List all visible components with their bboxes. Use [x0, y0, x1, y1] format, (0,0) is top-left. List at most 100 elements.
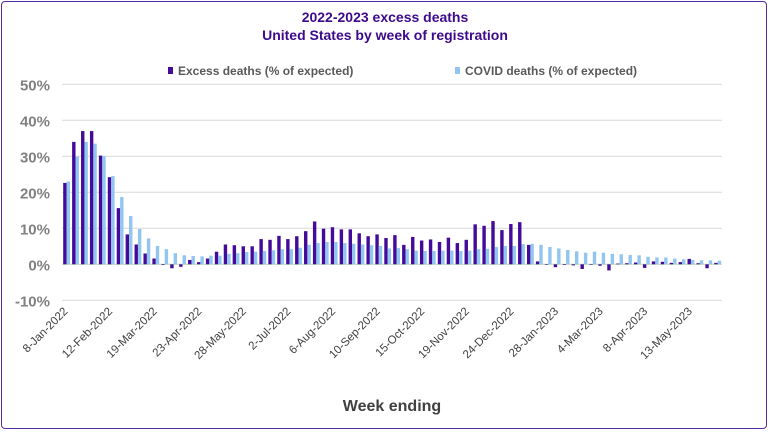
covid-bar [378, 245, 383, 265]
covid-bar [494, 247, 499, 265]
covid-bar [191, 256, 195, 265]
covid-bar [387, 248, 392, 265]
gridlines [62, 83, 722, 301]
excess-bar [241, 246, 245, 265]
excess-bar [188, 259, 192, 265]
covid-bar [423, 250, 427, 265]
excess-bar [152, 258, 156, 265]
covid-bar [432, 250, 436, 265]
covid-bar [601, 252, 606, 265]
excess-bar [143, 253, 147, 265]
covid-bar [441, 250, 445, 265]
excess-bar [393, 235, 397, 265]
covid-bar [655, 257, 659, 265]
covid-bar [396, 248, 400, 265]
legend-label: COVID deaths (% of expected) [465, 64, 637, 78]
excess-bar [482, 225, 486, 265]
covid-bar [574, 251, 579, 265]
covid-bar [583, 252, 588, 265]
covid-bar [75, 156, 79, 265]
y-tick-label: 20% [20, 185, 50, 202]
covid-bar [628, 254, 632, 265]
covid-bar [316, 243, 320, 265]
covid-bar [164, 249, 169, 265]
excess-bar [473, 224, 477, 265]
y-axis: -10% 0% 10% 20% 30% 40% 50% [15, 77, 50, 310]
excess-bar [348, 229, 353, 265]
x-axis-label: Week ending [343, 398, 441, 415]
excess-bar [295, 236, 299, 265]
excess-bar [72, 141, 76, 265]
excess-bar [107, 177, 112, 265]
excess-bar [616, 263, 620, 265]
covid-bar [360, 244, 365, 265]
y-tick-label: 40% [20, 113, 50, 130]
excess-bar [660, 261, 665, 265]
covid-bar [503, 245, 508, 265]
excess-bar [259, 239, 263, 265]
covid-bar [120, 196, 124, 265]
excess-bar [134, 244, 138, 265]
covid-bar [271, 250, 276, 265]
covid-bar [298, 247, 302, 265]
covid-bar [557, 248, 561, 265]
excess-bar [553, 264, 558, 268]
covid-bar [173, 253, 178, 265]
excess-bar [214, 251, 219, 265]
covid-bar [682, 259, 686, 265]
excess-bar [402, 244, 406, 265]
excess-bar [357, 233, 361, 265]
x-tick-label: 2-Jul-2022 [247, 306, 294, 353]
excess-bar [696, 263, 700, 265]
covid-bar [289, 249, 293, 265]
bars [63, 131, 722, 271]
covid-bar [485, 248, 490, 265]
excess-bar [161, 264, 165, 266]
excess-bar [642, 264, 647, 268]
excess-bar [375, 234, 379, 265]
legend: Excess deaths (% of expected) COVID death… [168, 64, 637, 78]
covid-bar [334, 241, 338, 265]
excess-bar [651, 261, 656, 265]
excess-bar [411, 236, 415, 265]
covid-bar [619, 254, 623, 265]
legend-label: Excess deaths (% of expected) [178, 64, 353, 78]
excess-bar [196, 262, 201, 265]
excess-bar [509, 223, 513, 265]
excess-bar [464, 239, 468, 265]
excess-bar [687, 258, 691, 265]
excess-bar [625, 263, 629, 265]
excess-bar [312, 221, 317, 265]
excess-bar [518, 222, 522, 265]
covid-bar [262, 250, 267, 265]
covid-bar [646, 256, 650, 265]
covid-bar [182, 255, 186, 265]
covid-bar [66, 181, 70, 265]
covid-bar [129, 216, 133, 265]
excess-bar [63, 182, 67, 265]
excess-bar [544, 264, 549, 265]
covid-bar [450, 250, 454, 265]
covid-bar [244, 252, 249, 265]
covid-bar [369, 245, 374, 265]
excess-bar [437, 241, 442, 265]
x-axis: 8-Jan-202212-Feb-202219-Mar-202223-Apr-2… [21, 306, 695, 362]
covid-bar [476, 249, 481, 265]
excess-bar [428, 239, 433, 265]
excess-bar [705, 264, 709, 269]
covid-bar [102, 156, 106, 265]
excess-bar [366, 236, 370, 265]
covid-bar [236, 253, 240, 265]
covid-bar [209, 255, 213, 265]
covid-bar [253, 251, 258, 265]
excess-bar [205, 258, 210, 265]
covid-bar [405, 249, 409, 265]
excess-bar [268, 239, 272, 265]
excess-bar [535, 261, 540, 265]
covid-bar [610, 253, 615, 265]
covid-bar [637, 255, 641, 265]
covid-bar [512, 245, 516, 265]
covid-bar [111, 176, 115, 265]
covid-bar [459, 250, 463, 265]
